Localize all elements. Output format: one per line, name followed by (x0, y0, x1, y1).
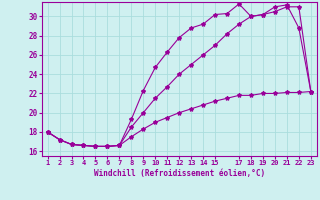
X-axis label: Windchill (Refroidissement éolien,°C): Windchill (Refroidissement éolien,°C) (94, 169, 265, 178)
